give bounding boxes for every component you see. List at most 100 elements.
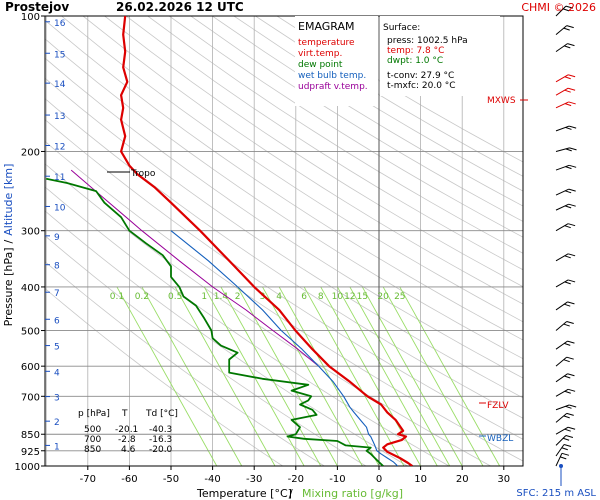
legend-title: EMAGRAM xyxy=(298,20,355,33)
wind-barb-flag xyxy=(567,223,576,227)
wind-barb-flag xyxy=(564,375,571,379)
wind-barb-flag xyxy=(567,279,576,283)
wind-barb-flag xyxy=(563,323,570,327)
mixing-ratio-label: 4 xyxy=(276,292,282,302)
wind-barb-flag xyxy=(566,412,574,416)
mixing-ratio-labels: 0.1 0.2 0.5 1 1.4 2 3 4 6 8 10 12 15 20 25 xyxy=(110,292,406,302)
temperature-line xyxy=(120,16,413,466)
table-cell: -2.8 xyxy=(118,435,136,445)
mxws-label: MXWS xyxy=(487,96,516,106)
mixing-ratio-label: 25 xyxy=(394,292,405,302)
wind-barb-flag xyxy=(568,203,576,207)
pressure-tick-labels: 100 200 300 400 500 600 700 850 925 1000 xyxy=(15,12,40,473)
y-axis-title: Pressure [hPa] / Altitude [km] xyxy=(2,164,15,327)
mixing-ratio-label: 3 xyxy=(260,292,266,302)
copyright-link[interactable]: CHMI © 2026 xyxy=(521,1,596,14)
y-axis-altitude: Altitude [km] xyxy=(2,164,15,236)
wind-barb-staff xyxy=(555,321,568,331)
wind-barb-flag xyxy=(569,404,577,408)
altitude-tick-label: 6 xyxy=(54,316,60,326)
wind-barb-staff xyxy=(555,164,570,171)
table-cell: 500 xyxy=(84,425,101,435)
altitude-tick-label: 9 xyxy=(54,233,60,243)
x-axis-sep: / xyxy=(289,487,293,500)
wind-barbs xyxy=(555,5,577,486)
wind-barb-flag xyxy=(566,25,574,29)
wbzl-label: WBZL xyxy=(487,434,513,444)
pressure-tick-label: 500 xyxy=(21,327,40,338)
wind-barb-staff xyxy=(555,253,569,262)
surface-box xyxy=(380,16,500,96)
wind-barb-staff xyxy=(555,43,568,53)
temperature-tick-label: 30 xyxy=(497,474,510,485)
station-name: Prostejov xyxy=(5,0,69,14)
wind-barb-staff xyxy=(555,444,565,457)
surface-title: Surface: xyxy=(383,23,420,33)
wind-barb-flag xyxy=(563,359,570,363)
wind-barb-staff xyxy=(555,25,568,36)
wind-barb-staff xyxy=(555,279,569,288)
mixing-ratio-label: 1 xyxy=(201,292,207,302)
wind-barb-flag xyxy=(564,303,571,307)
mixing-ratio-label: 6 xyxy=(301,292,307,302)
x-axis-mixing: Mixing ratio [g/kg] xyxy=(302,487,403,500)
altitude-tick-label: 13 xyxy=(54,112,65,122)
x-axis-temperature: Temperature [°C] xyxy=(196,487,292,500)
altitude-tick-label: 11 xyxy=(54,173,65,183)
mixing-ratio-line xyxy=(174,286,276,466)
level-table: p [hPa] T Td [°C] 500 -20.1 -40.3 700 -2… xyxy=(78,409,178,455)
wind-barb-flag xyxy=(569,147,577,151)
temperature-tick-label: -20 xyxy=(288,474,304,485)
wind-barb-flag xyxy=(567,253,576,257)
wind-barb-flag xyxy=(564,45,571,49)
wind-barb-staff xyxy=(555,453,563,467)
dry-adiabat-line xyxy=(104,16,523,288)
temperature-tick-label: -60 xyxy=(121,474,137,485)
mixing-ratio-line xyxy=(399,286,501,466)
mixing-ratio-label: 8 xyxy=(318,292,324,302)
wind-barb-staff xyxy=(555,101,569,109)
altitude-tick-label: 16 xyxy=(54,19,66,29)
wind-barb-flag xyxy=(566,321,574,325)
wind-barb-staff xyxy=(555,340,568,350)
wind-barb-flag xyxy=(567,426,576,430)
legend-wet-bulb: wet bulb temp. xyxy=(298,71,366,81)
mixing-ratio-label: 20 xyxy=(377,292,389,302)
pressure-tick-label: 200 xyxy=(21,147,40,158)
dry-adiabat-line xyxy=(45,98,523,419)
temperature-tick-label: 0 xyxy=(376,474,382,485)
wind-barb-staff xyxy=(555,5,567,17)
mixing-ratio-label: 10 xyxy=(332,292,344,302)
wind-barb-flag xyxy=(562,8,570,12)
isotherms xyxy=(45,16,505,466)
table-header-p: p [hPa] xyxy=(78,409,110,419)
wind-barb-staff xyxy=(555,125,570,132)
y-axis-sep: / xyxy=(2,239,15,243)
wind-barb-flag xyxy=(569,164,577,168)
wind-barb-flag xyxy=(564,190,572,194)
wind-barb-staff xyxy=(555,356,568,367)
pressure-tick-label: 600 xyxy=(21,362,40,373)
tropo-label: Tropo xyxy=(130,169,156,179)
pressure-tick-label: 100 xyxy=(21,12,40,23)
wind-barb-flag xyxy=(567,43,575,47)
wind-barb-flag xyxy=(567,87,576,91)
wind-barb-flag xyxy=(567,301,575,305)
wind-barb-staff xyxy=(555,203,569,211)
wet-bulb-temp-line xyxy=(170,230,399,466)
temperature-tick-labels: -70 -60 -50 -40 -30 -20 -10 0 10 20 30 xyxy=(80,466,510,485)
altitude-tick-label: 15 xyxy=(54,50,65,60)
legend-dew-point: dew point xyxy=(298,60,343,70)
wind-barb-flag xyxy=(564,225,571,229)
table-cell: 4.6 xyxy=(121,445,136,455)
altitude-tick-label: 12 xyxy=(54,143,65,153)
altitude-tick-label: 1 xyxy=(54,442,60,452)
wind-barb-flag xyxy=(565,126,572,130)
mixing-ratio-line xyxy=(116,286,218,466)
y-axis-pressure: Pressure [hPa] xyxy=(2,247,15,326)
wind-barb-flag xyxy=(568,188,576,192)
wind-barb-staff xyxy=(555,426,569,435)
altitude-tick-label: 4 xyxy=(54,368,60,378)
wind-barb-flag xyxy=(564,103,572,107)
wind-barb-flag xyxy=(563,444,572,447)
